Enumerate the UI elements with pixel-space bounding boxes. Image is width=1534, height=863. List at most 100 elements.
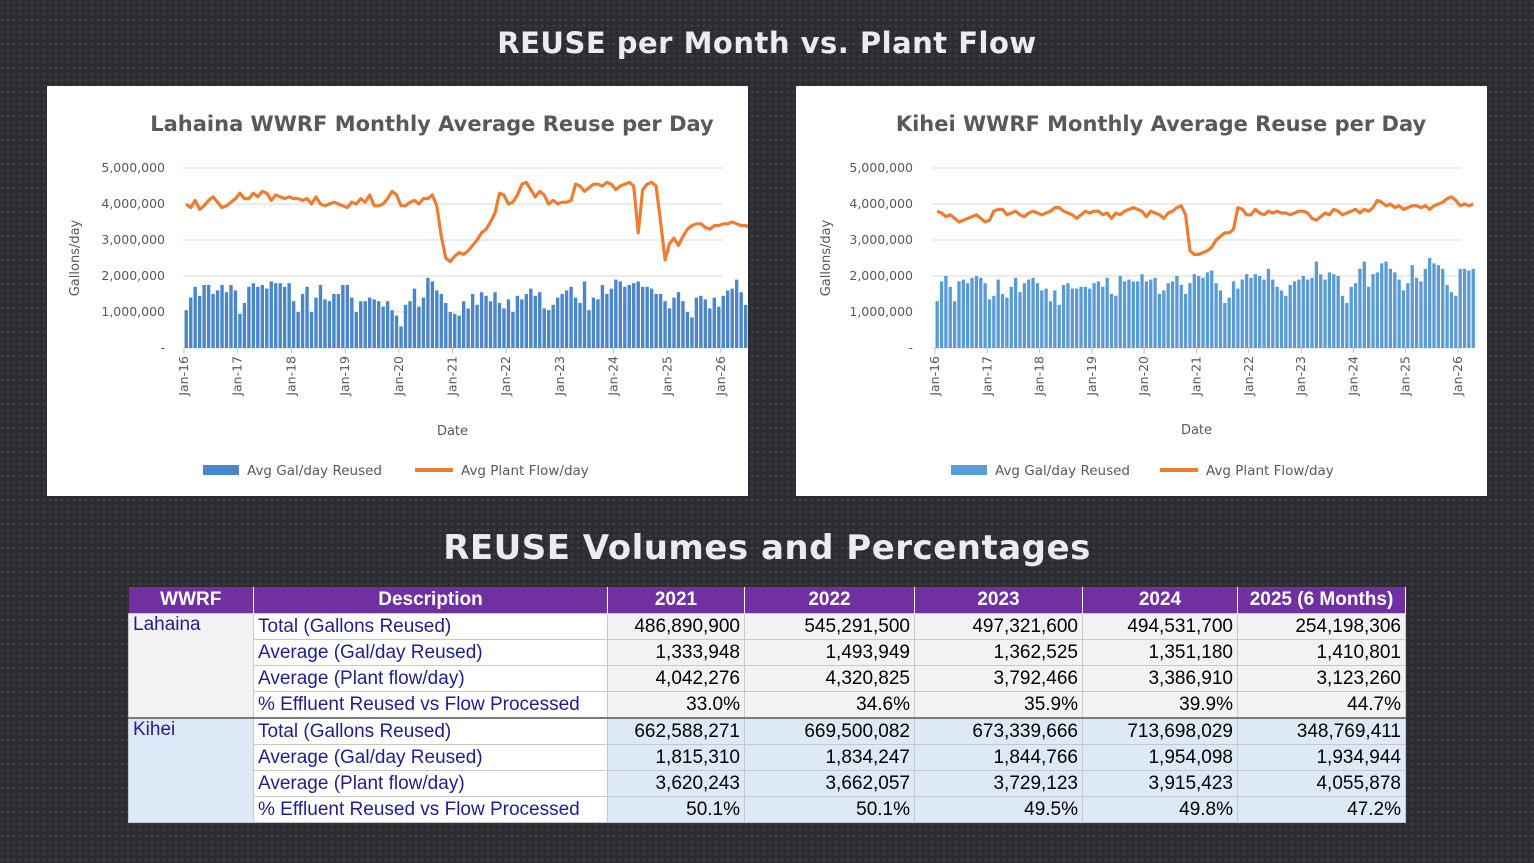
reuse-bar (1258, 276, 1262, 348)
reuse-bar (1175, 276, 1179, 348)
lahaina-chart: Lahaina WWRF Monthly Average Reuse per D… (68, 112, 748, 479)
reuse-bar (1393, 272, 1397, 348)
reuse-bar (1371, 274, 1375, 348)
header-2023: 2023 (914, 587, 1083, 614)
x-axis-label: Date (437, 424, 468, 439)
reuse-bar (703, 299, 708, 348)
reuse-bar (1227, 297, 1231, 348)
reuse-bar (1366, 286, 1371, 348)
reuse-bar (417, 306, 421, 348)
value-cell: 662,588,271 (607, 717, 745, 745)
reuse-bar (247, 286, 251, 348)
reuse-bar (368, 297, 372, 348)
reuse-bar (743, 304, 748, 348)
reuse-bar (341, 285, 345, 348)
reuse-bar (667, 308, 672, 348)
reuse-bar (515, 295, 520, 348)
reuse-bar (1462, 268, 1467, 348)
reuse-bar (1319, 274, 1323, 348)
reuse-bar (957, 281, 961, 348)
reuse-bar (1410, 265, 1414, 348)
reuse-bar (1301, 276, 1305, 348)
value-cell: 47.2% (1237, 796, 1406, 823)
description-cell: Average (Plant flow/day) (253, 665, 608, 692)
reuse-bar (1192, 274, 1196, 348)
reuse-bar (1035, 283, 1040, 348)
reuse-bar (1214, 283, 1218, 348)
reuse-bar (944, 276, 948, 348)
reuse-bar (1205, 272, 1210, 348)
value-cell: 254,198,306 (1237, 613, 1406, 640)
reuse-bar (1096, 281, 1101, 348)
reuse-bar (632, 283, 636, 348)
reuse-bar (430, 281, 435, 348)
reuse-bar (952, 301, 957, 348)
reuse-bar (987, 299, 992, 348)
reuse-bar (694, 297, 699, 348)
header-2024: 2024 (1082, 587, 1238, 614)
reuse-bar (1419, 281, 1423, 348)
description-cell: Average (Gal/day Reused) (253, 639, 608, 666)
x-tick-label: Jan-21 (1189, 356, 1204, 397)
reuse-bar (1144, 281, 1149, 348)
reuse-bar (1027, 279, 1031, 348)
x-tick-label: Jan-18 (283, 356, 298, 397)
reuse-bar (1454, 295, 1458, 348)
value-cell: 545,291,500 (744, 613, 915, 640)
value-cell: 3,123,260 (1237, 665, 1406, 692)
x-tick-label: Jan-26 (713, 356, 728, 397)
legend-label-plant-flow: Avg Plant Flow/day (1206, 463, 1334, 479)
reuse-bar (444, 303, 448, 348)
value-cell: 1,351,180 (1082, 639, 1238, 666)
reuse-bar (412, 288, 417, 348)
value-cell: 33.0% (607, 691, 745, 719)
y-tick-label: 5,000,000 (849, 160, 913, 175)
reuse-bar (551, 304, 555, 348)
x-tick-label: Jan-16 (927, 356, 942, 397)
reuse-bar (318, 285, 323, 348)
value-cell: 1,493,949 (744, 639, 915, 666)
reuse-bar (305, 286, 309, 348)
reuse-bar (739, 292, 743, 348)
reuse-bar (1353, 283, 1358, 348)
plant-flow-line (936, 195, 1474, 256)
reuse-bar (189, 297, 193, 348)
reuse-bar (524, 294, 529, 348)
reuse-bar (699, 295, 703, 348)
value-cell: 673,339,666 (914, 717, 1083, 745)
legend-label-reused: Avg Gal/day Reused (995, 463, 1130, 479)
x-tick-label: Jan-22 (498, 356, 513, 397)
reuse-bar (1323, 279, 1327, 348)
x-tick-label: Jan-20 (1136, 356, 1151, 397)
reuse-bar (1114, 295, 1118, 348)
reuse-bar (587, 310, 591, 348)
value-cell: 3,915,423 (1082, 770, 1238, 797)
reuse-bar (1349, 286, 1353, 348)
reuse-bar (1467, 270, 1471, 348)
reuse-bar (1362, 261, 1366, 348)
header-2025: 2025 (6 Months) (1237, 587, 1406, 614)
legend-label-reused: Avg Gal/day Reused (247, 463, 382, 479)
reuse-bar (726, 290, 730, 348)
reuse-bar (184, 310, 188, 348)
reuse-bar (1048, 301, 1053, 348)
reuse-bar (1253, 274, 1257, 348)
reuse-bar (345, 285, 350, 348)
reuse-bar (1279, 290, 1284, 348)
reuse-bar (1436, 265, 1441, 348)
x-tick-label: Jan-21 (445, 356, 460, 397)
reuse-bar (274, 283, 278, 348)
reuse-bar (1414, 277, 1419, 348)
x-tick-label: Jan-24 (1345, 356, 1360, 397)
reuse-bar (484, 295, 488, 348)
reuse-bar (948, 286, 952, 348)
reuse-bar (992, 295, 996, 348)
reuse-bar (1231, 281, 1236, 348)
reuse-bar (996, 279, 1000, 348)
reuse-bar (1471, 268, 1475, 348)
reuse-bar (1118, 276, 1122, 348)
reuse-bar (1240, 279, 1244, 348)
reuse-bar (242, 303, 247, 348)
reuse-bar (560, 294, 564, 348)
reuse-bar (327, 301, 332, 348)
